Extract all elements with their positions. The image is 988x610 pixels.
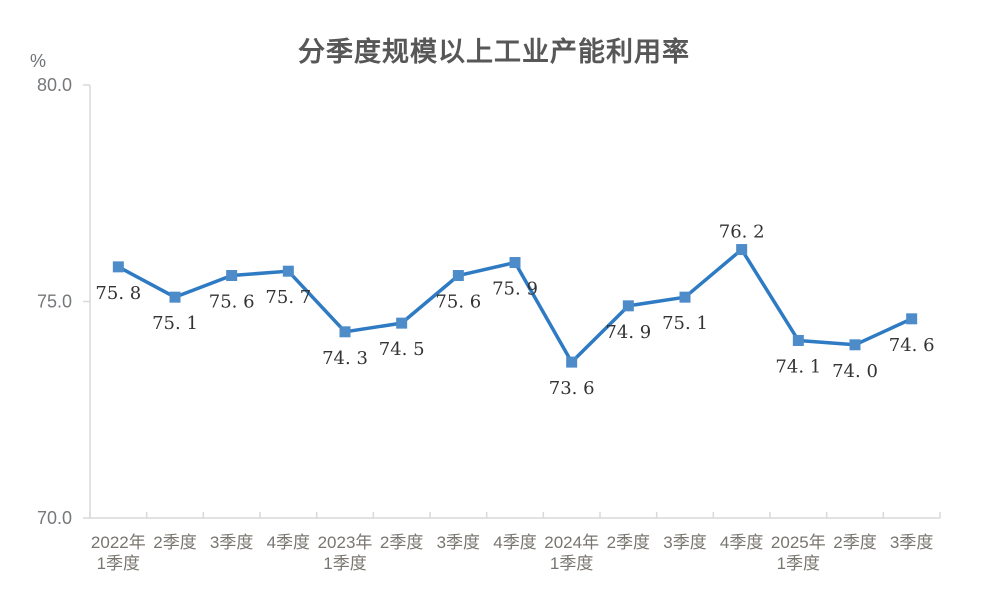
data-point-label: 75. 8 — [95, 283, 141, 304]
data-point-marker — [112, 261, 124, 273]
data-point-marker — [282, 265, 294, 277]
x-axis-category-label: 2023年 — [318, 533, 373, 552]
x-axis-category-label: 2022年 — [91, 533, 146, 552]
x-axis-category-label: 2季度 — [833, 533, 876, 552]
chart-title: 分季度规模以上工业产能利用率 — [298, 37, 690, 67]
data-point-label: 74. 3 — [322, 348, 368, 369]
data-point-label: 75. 1 — [152, 313, 198, 334]
data-point-label: 75. 6 — [435, 292, 481, 313]
data-point-label: 75. 1 — [662, 313, 708, 334]
y-axis-tick-label: 70.0 — [37, 508, 72, 528]
data-point-marker — [906, 313, 918, 325]
data-point-marker — [736, 244, 748, 256]
x-axis-category-label: 2024年 — [544, 533, 599, 552]
x-axis-category-label: 4季度 — [493, 533, 536, 552]
x-axis-category-label: 1季度 — [323, 554, 366, 573]
data-point-marker — [509, 257, 521, 269]
x-axis-category-label: 2季度 — [380, 533, 423, 552]
data-point-label: 74. 1 — [775, 356, 821, 377]
data-point-label: 76. 2 — [719, 222, 765, 243]
data-point-marker — [622, 300, 634, 312]
data-point-marker — [169, 291, 181, 303]
data-point-label: 75. 6 — [209, 292, 255, 313]
data-point-marker — [849, 339, 861, 351]
x-axis-category-label: 1季度 — [777, 554, 820, 573]
x-axis-category-label: 2025年 — [771, 533, 826, 552]
data-point-label: 74. 0 — [832, 361, 878, 382]
data-point-label: 73. 6 — [549, 378, 595, 399]
x-axis-category-label: 3季度 — [890, 533, 933, 552]
data-point-label: 74. 9 — [605, 322, 651, 343]
data-point-marker — [226, 270, 238, 282]
data-point-label: 74. 5 — [379, 339, 425, 360]
x-axis-category-label: 3季度 — [210, 533, 253, 552]
x-axis-category-label: 3季度 — [663, 533, 706, 552]
data-point-marker — [452, 270, 464, 282]
data-point-marker — [396, 317, 408, 329]
data-point-marker — [679, 291, 691, 303]
x-axis-category-label: 4季度 — [267, 533, 310, 552]
data-point-label: 75. 7 — [265, 287, 311, 308]
x-axis-category-label: 2季度 — [153, 533, 196, 552]
y-axis-tick-label: 80.0 — [37, 75, 72, 95]
x-axis-category-label: 2季度 — [607, 533, 650, 552]
x-axis-category-label: 3季度 — [437, 533, 480, 552]
data-point-label: 74. 6 — [889, 335, 935, 356]
x-axis-category-label: 4季度 — [720, 533, 763, 552]
x-axis-category-label: 1季度 — [550, 554, 593, 573]
data-point-marker — [339, 326, 351, 338]
data-point-marker — [566, 356, 578, 368]
y-axis-unit-label: % — [30, 51, 47, 71]
data-point-marker — [792, 334, 804, 346]
y-axis-tick-label: 75.0 — [37, 292, 72, 312]
data-point-label: 75. 9 — [492, 279, 538, 300]
x-axis-category-label: 1季度 — [97, 554, 140, 573]
